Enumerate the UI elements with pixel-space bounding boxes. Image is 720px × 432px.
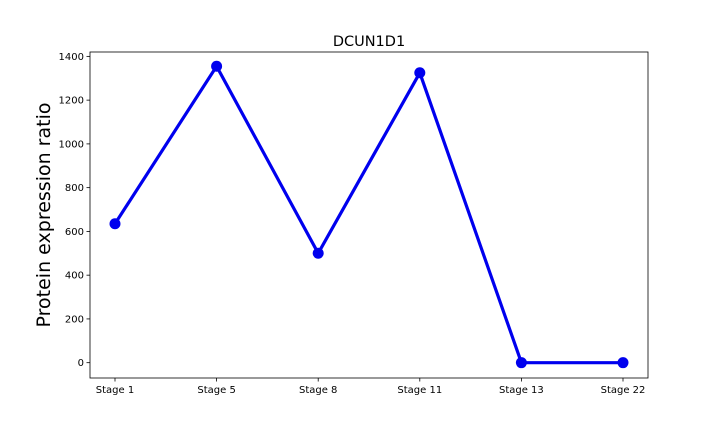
y-axis-label: Protein expression ratio <box>33 103 55 328</box>
data-point-marker <box>312 247 324 259</box>
y-axis-ticks: 0 200 400 600 800 1000 1200 1400 <box>59 52 90 369</box>
data-point-marker <box>211 60 223 72</box>
series-line <box>113 63 623 365</box>
data-point-marker <box>109 218 121 230</box>
y-tick-label: 400 <box>65 271 84 282</box>
x-tick-label: Stage 1 <box>96 385 134 396</box>
y-tick-label: 200 <box>65 314 84 325</box>
x-tick-label: Stage 13 <box>499 385 544 396</box>
y-tick-label: 1000 <box>59 139 84 150</box>
plot-area-frame <box>89 51 649 379</box>
chart-title: DCUN1D1 <box>333 34 405 50</box>
y-tick-label: 1400 <box>59 52 84 63</box>
y-tick-label: 1200 <box>59 96 84 107</box>
x-tick-label: Stage 22 <box>601 385 646 396</box>
y-tick-label: 600 <box>65 227 84 238</box>
x-tick-label: Stage 8 <box>299 385 337 396</box>
x-tick-label: Stage 5 <box>197 385 235 396</box>
x-tick-label: Stage 11 <box>397 385 442 396</box>
x-axis-ticks: Stage 1 Stage 5 Stage 8 Stage 11 Stage 13 Sta… <box>96 378 646 396</box>
data-point-marker <box>414 67 426 79</box>
y-tick-label: 0 <box>78 358 84 369</box>
data-point-marker <box>515 357 527 369</box>
series-group <box>109 60 629 369</box>
data-point-marker <box>617 357 629 369</box>
y-tick-label: 800 <box>65 183 84 194</box>
